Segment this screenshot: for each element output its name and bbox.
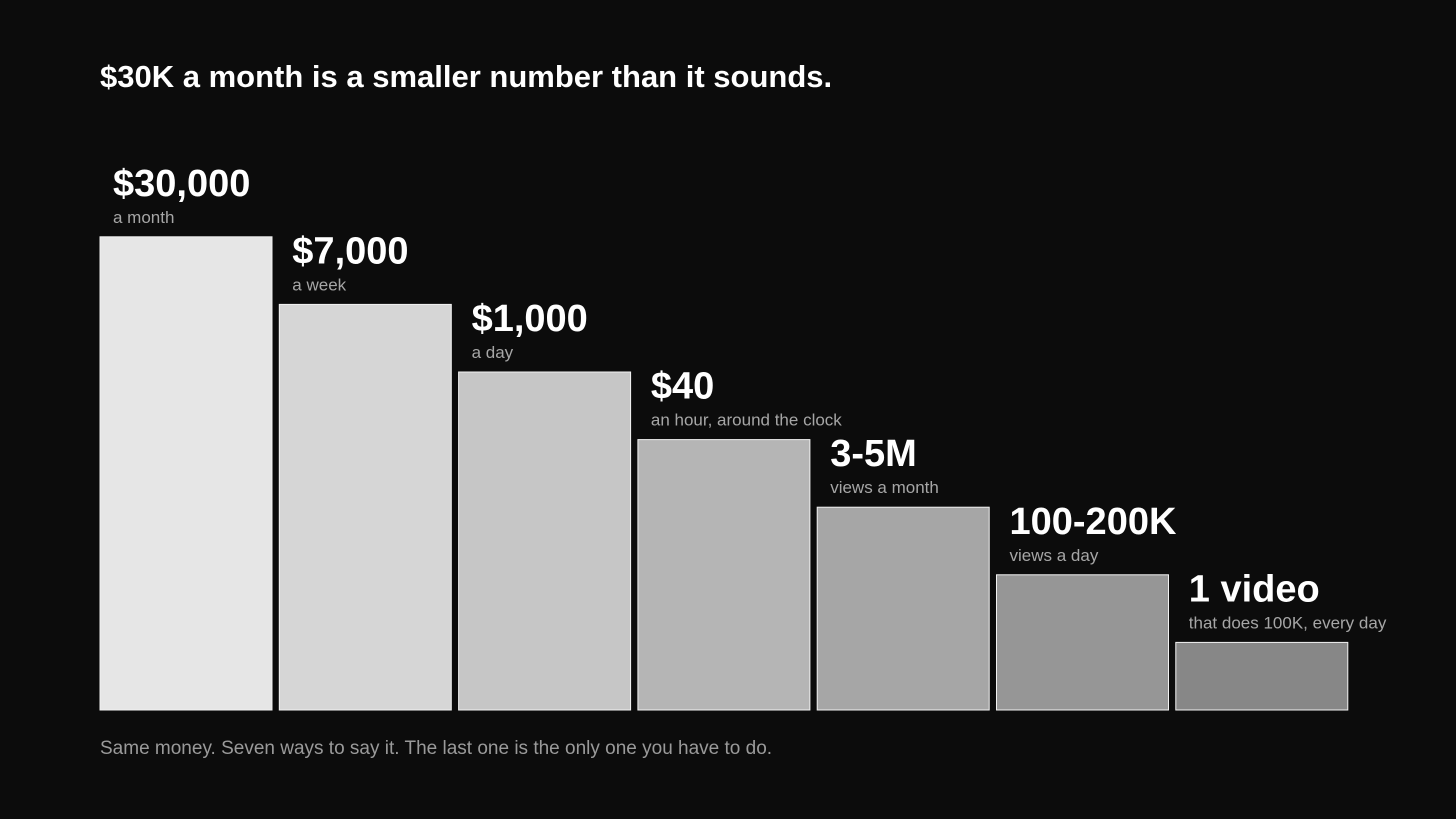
bar-sublabel-1: a month [113,208,174,227]
bar-value-label-2: $7,000 [292,230,408,272]
bar-value-label-5: 3-5M [830,433,917,475]
chart-title: $30K a month is a smaller number than it… [100,59,833,94]
bar-value-label-7: 1 video [1189,568,1320,610]
bar-sublabel-7: that does 100K, every day [1189,613,1387,632]
bar-sublabel-2: a week [292,275,346,294]
bar-2 [278,303,452,711]
bar-value-label-4: $40 [651,366,714,408]
bar-sublabel-3: a day [472,343,514,362]
bar-sublabel-6: views a day [1010,546,1099,565]
bar-value-label-6: 100-200K [1010,501,1177,543]
bar-7 [1175,641,1349,711]
chart-footnote: Same money. Seven ways to say it. The la… [100,738,773,759]
bar-sublabel-4: an hour, around the clock [651,411,842,430]
bar-sublabel-5: views a month [830,478,939,497]
bar-6 [996,574,1169,711]
bar-5 [816,506,990,711]
bar-1 [99,236,273,711]
bar-value-label-1: $30,000 [113,163,250,205]
bar-value-label-3: $1,000 [472,298,588,340]
bar-4 [637,439,811,711]
bar-3 [458,371,632,711]
